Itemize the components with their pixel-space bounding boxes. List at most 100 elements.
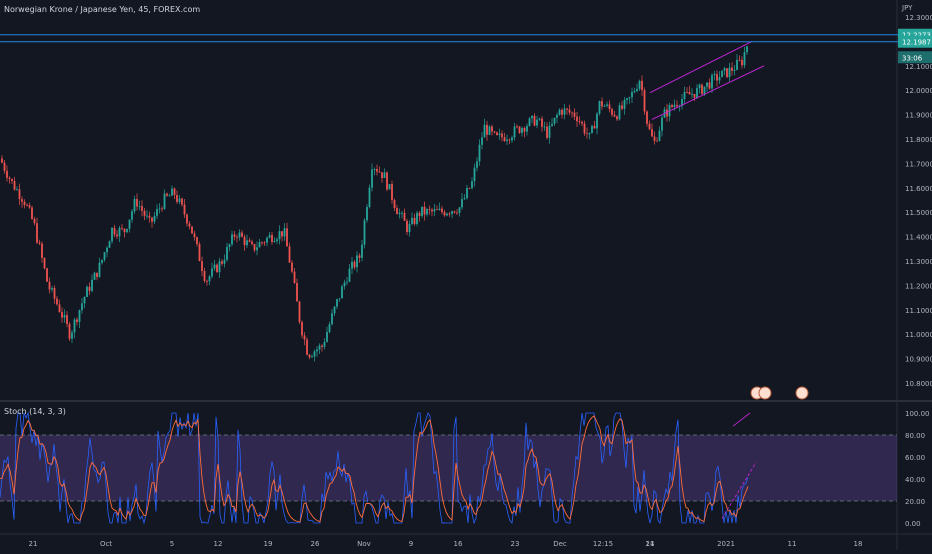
candle-body bbox=[511, 137, 513, 141]
price-badge bbox=[898, 51, 932, 64]
candle-body bbox=[431, 209, 433, 212]
candle-body bbox=[641, 80, 643, 91]
candle-body bbox=[573, 112, 576, 117]
candle-body bbox=[743, 52, 746, 66]
candle-body bbox=[138, 206, 141, 207]
candle-body bbox=[736, 59, 738, 70]
candle-body bbox=[53, 287, 56, 299]
price-axis-label: 11.5000 bbox=[905, 209, 932, 217]
candle-body bbox=[206, 281, 208, 282]
candle-body bbox=[183, 204, 186, 215]
price-axis-label: 10.8000 bbox=[905, 380, 932, 388]
candle-body bbox=[276, 239, 278, 242]
candle-body bbox=[81, 303, 83, 311]
candle-body bbox=[528, 118, 531, 126]
candle-body bbox=[101, 259, 103, 263]
time-axis-label: 12:15 bbox=[593, 540, 613, 548]
candle-body bbox=[638, 80, 641, 89]
candle-body bbox=[11, 178, 13, 181]
candle-body bbox=[96, 272, 98, 277]
candle-body bbox=[646, 111, 648, 124]
candle-body bbox=[731, 67, 733, 71]
time-axis-label: 16 bbox=[454, 540, 463, 548]
candle-body bbox=[241, 232, 243, 237]
price-axis-label: 11.6000 bbox=[905, 185, 932, 193]
price-axis-label: 11.7000 bbox=[905, 160, 932, 168]
candle-body bbox=[683, 91, 686, 100]
candle-body bbox=[26, 205, 28, 206]
candle-body bbox=[231, 234, 233, 245]
candle-body bbox=[561, 109, 563, 115]
candle-body bbox=[41, 243, 43, 259]
candle-body bbox=[168, 195, 171, 197]
candle-body bbox=[23, 201, 26, 206]
time-axis-label: 5 bbox=[170, 540, 174, 548]
candle-body bbox=[746, 46, 748, 53]
candle-body bbox=[553, 117, 556, 124]
candle-body bbox=[486, 124, 488, 135]
time-axis-label: Dec bbox=[553, 540, 567, 548]
candle-body bbox=[13, 180, 16, 190]
candle-body bbox=[521, 128, 523, 133]
candle-body bbox=[626, 98, 628, 100]
candle-body bbox=[538, 118, 541, 120]
price-badge-label: 33:06 bbox=[902, 54, 923, 62]
candle-body bbox=[608, 104, 611, 110]
candle-body bbox=[63, 315, 66, 318]
candle-body bbox=[296, 282, 298, 302]
candle-body bbox=[418, 212, 421, 216]
candle-body bbox=[531, 115, 533, 119]
channel-upper-line bbox=[649, 40, 753, 94]
candle-body bbox=[488, 126, 491, 135]
candle-body bbox=[651, 129, 653, 137]
candle-body bbox=[341, 286, 343, 299]
candle-body bbox=[28, 205, 31, 208]
candle-body bbox=[163, 193, 166, 209]
candle-body bbox=[116, 234, 118, 237]
candle-body bbox=[3, 162, 6, 171]
candle-body bbox=[348, 268, 351, 282]
time-axis-label: 18 bbox=[854, 540, 863, 548]
candle-body bbox=[248, 240, 251, 242]
stoch-trend-line bbox=[732, 412, 751, 427]
candle-body bbox=[426, 209, 428, 215]
candle-body bbox=[211, 268, 213, 277]
candle-body bbox=[406, 220, 408, 232]
candle-body bbox=[733, 69, 736, 71]
price-axis-label: 11.0000 bbox=[905, 331, 932, 339]
channel-lower-line bbox=[651, 65, 765, 120]
candle-body bbox=[266, 237, 268, 243]
candle-body bbox=[103, 252, 106, 260]
candle-body bbox=[726, 68, 728, 78]
candle-body bbox=[398, 212, 401, 215]
candle-body bbox=[491, 126, 493, 132]
candle-body bbox=[721, 70, 723, 78]
candle-body bbox=[153, 215, 156, 222]
stoch-title: Stoch (14, 3, 3) bbox=[4, 407, 66, 416]
candle-body bbox=[671, 105, 673, 107]
candle-body bbox=[308, 354, 311, 358]
candle-body bbox=[136, 199, 138, 207]
candle-body bbox=[581, 121, 583, 124]
candle-body bbox=[223, 259, 226, 264]
candle-body bbox=[353, 261, 356, 268]
candle-body bbox=[413, 217, 416, 224]
candle-body bbox=[313, 351, 316, 357]
candle-body bbox=[311, 356, 313, 358]
candle-body bbox=[708, 82, 711, 89]
candle-body bbox=[518, 126, 521, 133]
candle-body bbox=[188, 223, 191, 227]
candle-body bbox=[373, 169, 376, 170]
candle-body bbox=[316, 349, 318, 352]
candle-body bbox=[363, 220, 366, 245]
candle-body bbox=[356, 255, 358, 268]
candle-body bbox=[56, 298, 58, 305]
time-axis-label: 26 bbox=[311, 540, 320, 548]
candle-body bbox=[421, 206, 423, 216]
candle-body bbox=[181, 198, 183, 205]
candle-body bbox=[383, 172, 386, 179]
stoch-d-line bbox=[0, 415, 749, 523]
candle-body bbox=[498, 133, 501, 135]
